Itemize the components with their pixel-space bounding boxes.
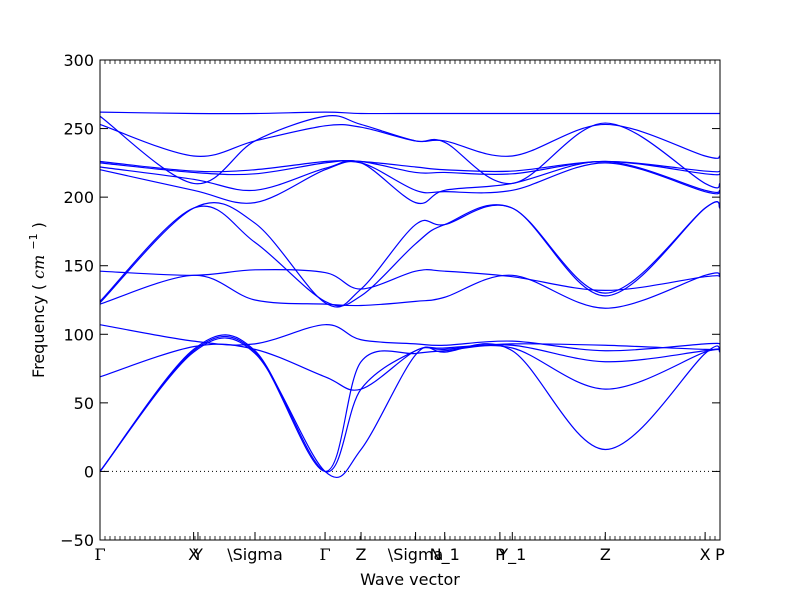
x-tick-label: Z bbox=[356, 545, 367, 564]
x-tick-label: Z bbox=[600, 545, 611, 564]
series-line-10 bbox=[99, 160, 721, 204]
y-axis-label-close-paren: ) bbox=[29, 222, 48, 228]
y-tick-label: 150 bbox=[63, 257, 94, 276]
series-line-16 bbox=[99, 111, 720, 115]
series-line-3 bbox=[99, 334, 721, 473]
series-line-5 bbox=[99, 324, 721, 352]
y-axis-label-text: Frequency bbox=[29, 295, 48, 378]
series-line-6 bbox=[99, 272, 721, 309]
series-line-11 bbox=[99, 160, 721, 205]
series-line-14 bbox=[99, 123, 721, 159]
y-tick-label: −50 bbox=[60, 531, 94, 550]
x-tick-label: Γ bbox=[94, 545, 105, 564]
series-line-8 bbox=[99, 269, 721, 292]
series-line-15 bbox=[99, 115, 721, 189]
y-axis-label-unit: cm bbox=[29, 255, 48, 279]
series-line-9 bbox=[99, 201, 721, 308]
series-line-2 bbox=[99, 335, 721, 473]
y-axis-label-exponent: −1 bbox=[27, 233, 40, 249]
y-tick-label: 50 bbox=[74, 394, 94, 413]
y-axis-label-open-paren: ( bbox=[29, 284, 48, 290]
y-axis-label: Frequency ( cm −1 ) bbox=[22, 222, 48, 378]
y-tick-label: 100 bbox=[63, 325, 94, 344]
x-axis-label: Wave vector bbox=[360, 570, 460, 589]
series-line-1 bbox=[99, 337, 721, 478]
x-tick-label: X bbox=[188, 545, 199, 564]
x-tick-label: Y bbox=[192, 545, 203, 564]
series-line-13 bbox=[99, 160, 721, 173]
series-layer bbox=[99, 111, 721, 478]
y-tick-label: 300 bbox=[63, 51, 94, 70]
y-tick-label: 200 bbox=[63, 188, 94, 207]
x-tick-label: N_1 bbox=[430, 545, 460, 565]
x-tick-label: Y_1 bbox=[497, 545, 526, 565]
plot-frame bbox=[99, 59, 721, 541]
y-tick-label: 250 bbox=[63, 120, 94, 139]
x-tick-label: \Sigma bbox=[227, 545, 283, 564]
x-tick-label: P bbox=[715, 545, 725, 564]
y-tick-label: 0 bbox=[84, 462, 94, 481]
x-tick-label: X bbox=[700, 545, 711, 564]
x-tick-label: Γ bbox=[320, 545, 331, 564]
series-line-7 bbox=[99, 201, 721, 307]
x-tick-label: P bbox=[495, 545, 505, 564]
x-tick-label: \Sigma bbox=[388, 545, 444, 564]
